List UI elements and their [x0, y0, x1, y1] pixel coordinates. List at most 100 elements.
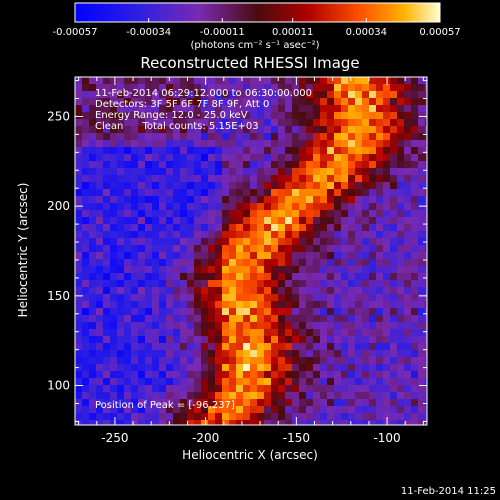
heatmap-cell — [257, 217, 264, 224]
heatmap-cell — [131, 259, 138, 266]
heatmap-cell — [124, 343, 131, 350]
heatmap-cell — [131, 322, 138, 329]
heatmap-cell — [369, 322, 376, 329]
heatmap-cell — [369, 154, 376, 161]
heatmap-cell — [362, 364, 369, 371]
heatmap-cell — [376, 161, 383, 168]
heatmap-cell — [152, 308, 159, 315]
heatmap-cell — [355, 357, 362, 364]
heatmap-cell — [292, 301, 299, 308]
heatmap-cell — [236, 252, 243, 259]
heatmap-cell — [117, 210, 124, 217]
heatmap-cell — [180, 343, 187, 350]
heatmap-cell — [180, 105, 187, 112]
heatmap-cell — [117, 357, 124, 364]
heatmap-cell — [362, 196, 369, 203]
heatmap-cell — [327, 231, 334, 238]
heatmap-cell — [250, 266, 257, 273]
heatmap-cell — [194, 364, 201, 371]
heatmap-cell — [418, 350, 425, 357]
heatmap-cell — [173, 196, 180, 203]
heatmap-cell — [397, 154, 404, 161]
heatmap-cell — [110, 336, 117, 343]
heatmap-cell — [131, 161, 138, 168]
heatmap-cell — [215, 196, 222, 203]
heatmap-cell — [110, 210, 117, 217]
heatmap-cell — [229, 210, 236, 217]
heatmap-cell — [131, 182, 138, 189]
heatmap-cell — [292, 238, 299, 245]
heatmap-cell — [292, 294, 299, 301]
heatmap-cell — [362, 203, 369, 210]
heatmap-cell — [124, 126, 131, 133]
heatmap-cell — [229, 392, 236, 399]
heatmap-cell — [425, 280, 427, 287]
heatmap-cell — [292, 112, 299, 119]
heatmap-cell — [369, 112, 376, 119]
heatmap-cell — [222, 315, 229, 322]
heatmap-cell — [362, 133, 369, 140]
heatmap-cell — [145, 238, 152, 245]
heatmap-cell — [208, 189, 215, 196]
heatmap-cell — [124, 154, 131, 161]
heatmap-cell — [110, 273, 117, 280]
heatmap-cell — [180, 133, 187, 140]
heatmap-cell — [341, 147, 348, 154]
heatmap-cell — [362, 231, 369, 238]
heatmap-cell — [376, 399, 383, 406]
heatmap-cell — [215, 343, 222, 350]
heatmap-cell — [362, 273, 369, 280]
heatmap-cell — [194, 126, 201, 133]
heatmap-cell — [376, 392, 383, 399]
heatmap-cell — [159, 364, 166, 371]
heatmap-cell — [306, 161, 313, 168]
heatmap-cell — [369, 308, 376, 315]
heatmap-cell — [313, 126, 320, 133]
heatmap-cell — [145, 378, 152, 385]
heatmap-cell — [201, 385, 208, 392]
colorbar-units: (photons cm⁻² s⁻¹ asec⁻²) — [190, 40, 319, 51]
heatmap-cell — [138, 147, 145, 154]
heatmap-cell — [208, 84, 215, 91]
heatmap-cell — [229, 322, 236, 329]
heatmap-cell — [404, 273, 411, 280]
heatmap-cell — [243, 371, 250, 378]
heatmap-cell — [264, 161, 271, 168]
heatmap-cell — [278, 77, 285, 84]
heatmap-cell — [425, 378, 427, 385]
heatmap-cell — [376, 91, 383, 98]
heatmap-cell — [418, 147, 425, 154]
heatmap-cell — [159, 217, 166, 224]
heatmap-cell — [173, 350, 180, 357]
heatmap-cell — [215, 350, 222, 357]
heatmap-cell — [390, 315, 397, 322]
heatmap-cell — [264, 98, 271, 105]
heatmap-cell — [299, 175, 306, 182]
heatmap-cell — [82, 273, 89, 280]
heatmap-cell — [313, 161, 320, 168]
heatmap-cell — [152, 210, 159, 217]
heatmap-cell — [327, 175, 334, 182]
heatmap-cell — [131, 168, 138, 175]
y-tick-label: 150 — [47, 289, 70, 303]
heatmap-cell — [348, 399, 355, 406]
heatmap-cell — [341, 168, 348, 175]
heatmap-cell — [138, 112, 145, 119]
heatmap-cell — [138, 322, 145, 329]
heatmap-cell — [215, 301, 222, 308]
heatmap-cell — [82, 294, 89, 301]
heatmap-cell — [362, 350, 369, 357]
heatmap-cell — [180, 224, 187, 231]
heatmap-cell — [404, 98, 411, 105]
heatmap-cell — [418, 378, 425, 385]
heatmap-cell — [96, 84, 103, 91]
heatmap-cell — [278, 140, 285, 147]
heatmap-cell — [187, 112, 194, 119]
plot-frame — [74, 76, 428, 426]
heatmap-cell — [278, 399, 285, 406]
heatmap-cell — [425, 336, 427, 343]
heatmap-cell — [313, 252, 320, 259]
heatmap-cell — [250, 294, 257, 301]
heatmap-cell — [313, 77, 320, 84]
heatmap-cell — [208, 147, 215, 154]
